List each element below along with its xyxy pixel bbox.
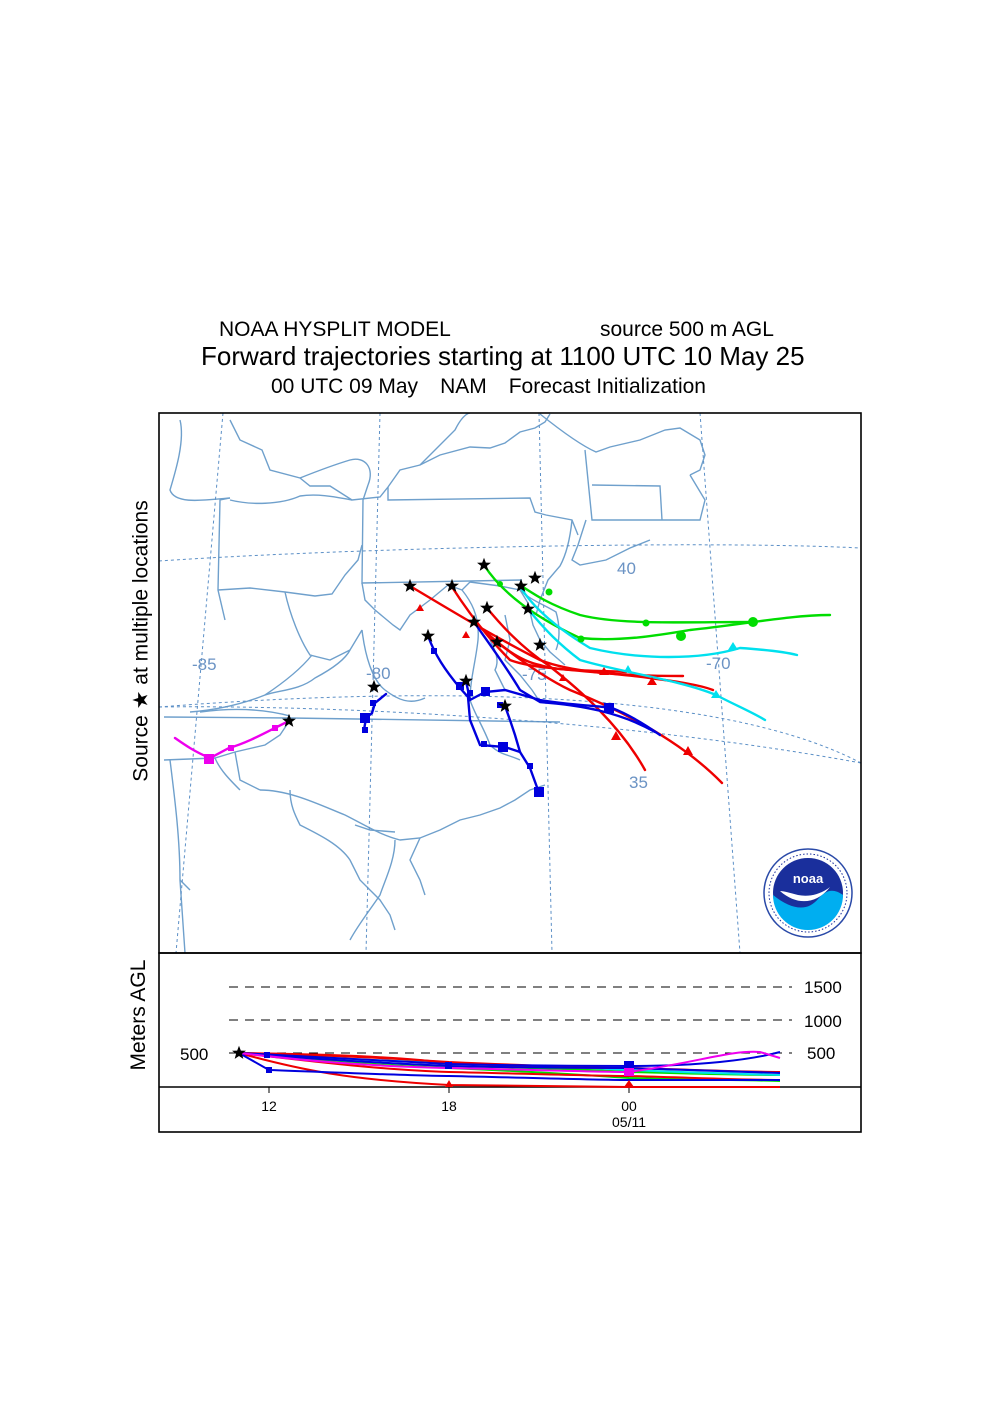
map-area: -85 -80 -75 -70 40 35 (159, 413, 861, 953)
time-labels: 12 18 00 05/11 (261, 1098, 646, 1130)
blue-marker (481, 741, 487, 747)
trajectory-blue (503, 704, 522, 754)
green-marker (642, 619, 650, 627)
time-tick-label: 00 (621, 1098, 637, 1114)
chart-title: Forward trajectories starting at 1100 UT… (201, 341, 805, 371)
source-star-icon (528, 570, 542, 584)
magenta-marker (204, 754, 214, 764)
red-marker (416, 604, 424, 611)
blue-marker (624, 1061, 634, 1071)
trajectory-green (518, 583, 757, 624)
blue-marker (498, 742, 508, 752)
lat-label: 40 (617, 559, 636, 578)
source-star-icon (477, 557, 491, 571)
green-marker (577, 635, 585, 643)
red-marker (611, 731, 621, 740)
blue-marker (264, 1052, 270, 1058)
green-marker (497, 581, 503, 587)
model-title: NOAA HYSPLIT MODEL (219, 318, 451, 341)
magenta-marker (624, 1068, 634, 1076)
source-star-icon (480, 600, 494, 614)
map-frame (158, 412, 862, 954)
trajectory-green (482, 563, 832, 641)
green-marker (676, 631, 686, 641)
height-tick: 1000 (804, 1012, 842, 1031)
height-markers (232, 1045, 634, 1087)
height-trace-blue (238, 1052, 780, 1082)
blue-marker (370, 700, 376, 706)
trajectory-cyan (526, 607, 767, 722)
subtitle: 00 UTC 09 May NAM Forecast Initialization (271, 375, 728, 399)
height-trace-blue (238, 1052, 781, 1074)
lon-label: -85 (192, 655, 217, 674)
source-star-icon (282, 713, 296, 727)
source-height-label: source 500 m AGL (600, 318, 774, 341)
cyan-marker (728, 642, 738, 650)
blue-marker (266, 1067, 272, 1073)
grid-labels: -85 -80 -75 -70 40 35 (192, 559, 731, 792)
blue-marker (445, 1062, 452, 1069)
trajectory-blue (464, 679, 662, 737)
blue-marker (467, 690, 473, 696)
height-tick-labels: 1500 1000 500 500 (180, 978, 842, 1064)
source-star-icon (498, 698, 512, 712)
blue-marker (604, 703, 614, 713)
lon-label: -80 (366, 664, 391, 683)
red-marker (647, 677, 657, 685)
source-star-icon (421, 628, 435, 642)
green-marker (748, 617, 758, 627)
lat-label: 35 (629, 773, 648, 792)
noaa-logo: noaa (763, 848, 853, 938)
height-traces (238, 1050, 781, 1089)
red-marker (599, 667, 609, 675)
lat-lon-grid (159, 413, 861, 953)
blue-marker (456, 682, 464, 690)
height-trace-magenta (238, 1050, 781, 1074)
magenta-marker (228, 745, 234, 751)
trajectories (173, 563, 832, 792)
height-trace-red (238, 1052, 781, 1081)
trajectory-blue (472, 620, 657, 734)
red-marker (462, 631, 470, 638)
height-tick: 500 (807, 1044, 835, 1063)
height-frame (158, 952, 862, 1133)
time-ticks (268, 1087, 630, 1093)
height-trace-blue (238, 1051, 781, 1068)
cyan-marker (624, 665, 632, 672)
height-panel: 1500 1000 500 500 12 18 00 05/11 (158, 952, 862, 1133)
height-gridlines (229, 986, 792, 1054)
blue-marker (534, 787, 544, 797)
blue-marker (431, 648, 437, 654)
magenta-marker (272, 725, 278, 731)
init-date: 00 UTC 09 May (271, 375, 419, 398)
lon-label: -75 (522, 665, 547, 684)
met-model: NAM (440, 375, 487, 398)
red-marker (445, 1080, 453, 1087)
height-tick: 1500 (804, 978, 842, 997)
state-boundaries (163, 413, 706, 953)
time-tick-label: 18 (441, 1098, 457, 1114)
date-label: 05/11 (612, 1114, 646, 1130)
red-marker (683, 746, 693, 755)
height-tick-left: 500 (180, 1045, 208, 1064)
time-tick-label: 12 (261, 1098, 277, 1114)
red-marker (559, 674, 567, 681)
blue-marker (362, 727, 368, 733)
blue-marker (360, 713, 370, 723)
blue-marker (481, 687, 490, 696)
trajectory-markers (204, 581, 758, 797)
red-marker (624, 1080, 634, 1087)
lon-label: -70 (706, 654, 731, 673)
blue-marker (527, 763, 533, 769)
cyan-marker (711, 690, 721, 698)
green-marker (545, 588, 553, 596)
forecast-type: Forecast Initialization (508, 375, 706, 398)
trajectory-red (472, 620, 628, 674)
logo-text: noaa (793, 871, 824, 886)
trajectory-cyan (519, 586, 799, 659)
